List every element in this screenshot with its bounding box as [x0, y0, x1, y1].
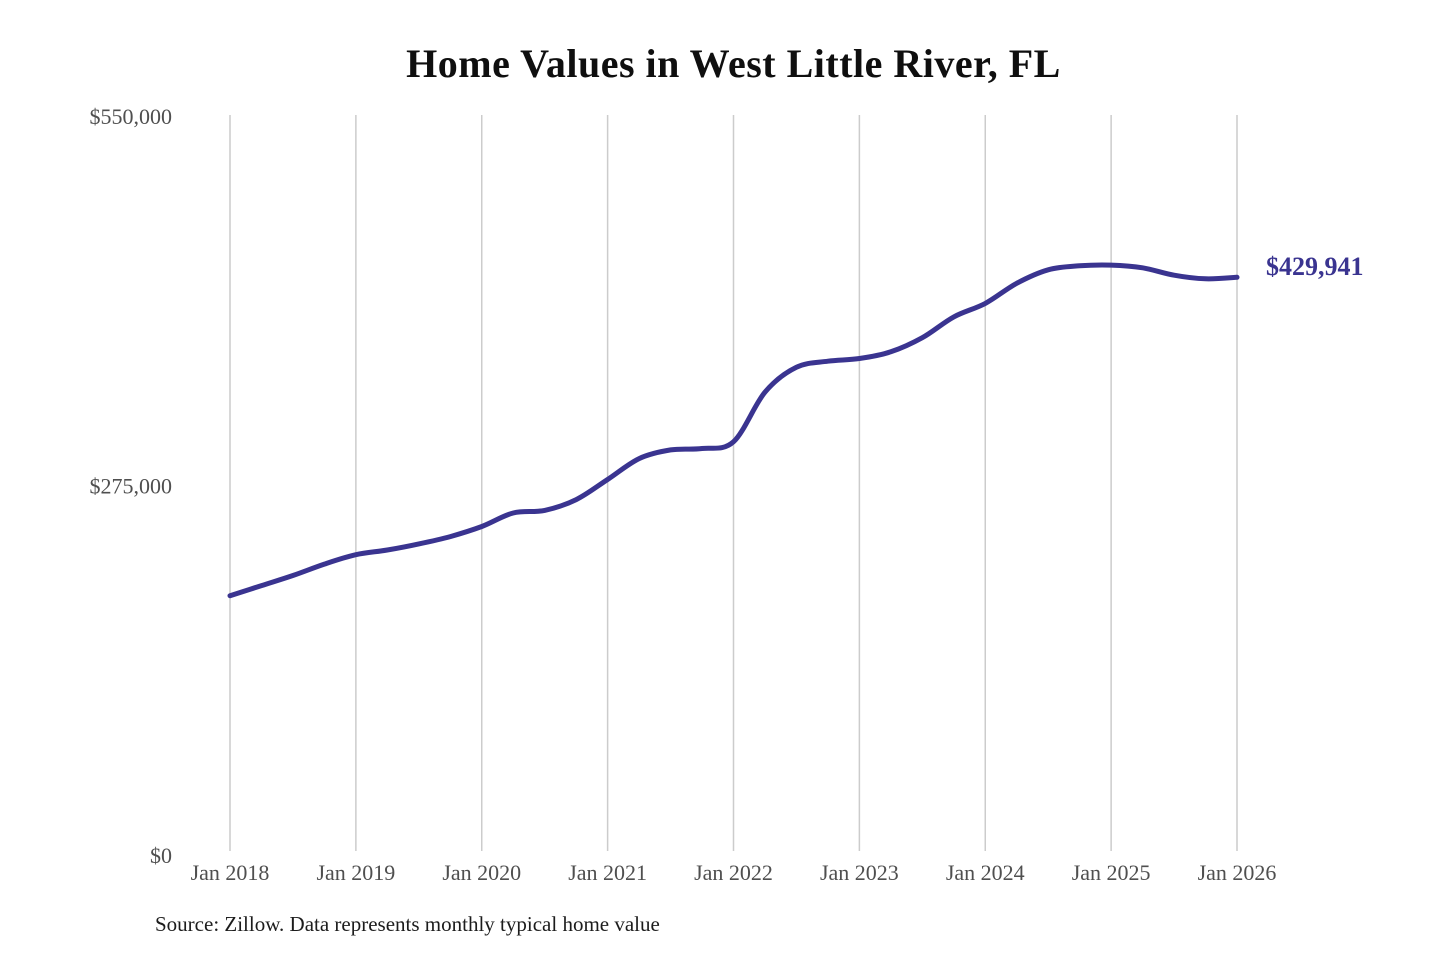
home-value-line	[227, 262, 1240, 599]
x-tick-label: Jan 2025	[1072, 860, 1151, 885]
x-tick-label: Jan 2022	[694, 860, 773, 885]
x-tick-label: Jan 2024	[946, 860, 1025, 885]
y-tick-label: $550,000	[90, 104, 173, 129]
y-tick-label: $275,000	[90, 474, 173, 499]
source-note: Source: Zillow. Data represents monthly …	[155, 912, 660, 936]
x-tick-label: Jan 2023	[820, 860, 899, 885]
x-tick-label: Jan 2019	[316, 860, 395, 885]
latest-value-label: $429,941	[1266, 252, 1364, 282]
y-tick-label: $0	[150, 843, 172, 868]
x-tick-label: Jan 2026	[1198, 860, 1277, 885]
x-tick-label: Jan 2021	[568, 860, 647, 885]
x-tick-label: Jan 2020	[442, 860, 521, 885]
x-tick-label: Jan 2018	[191, 860, 270, 885]
chart-title: Home Values in West Little River, FL	[406, 41, 1061, 86]
